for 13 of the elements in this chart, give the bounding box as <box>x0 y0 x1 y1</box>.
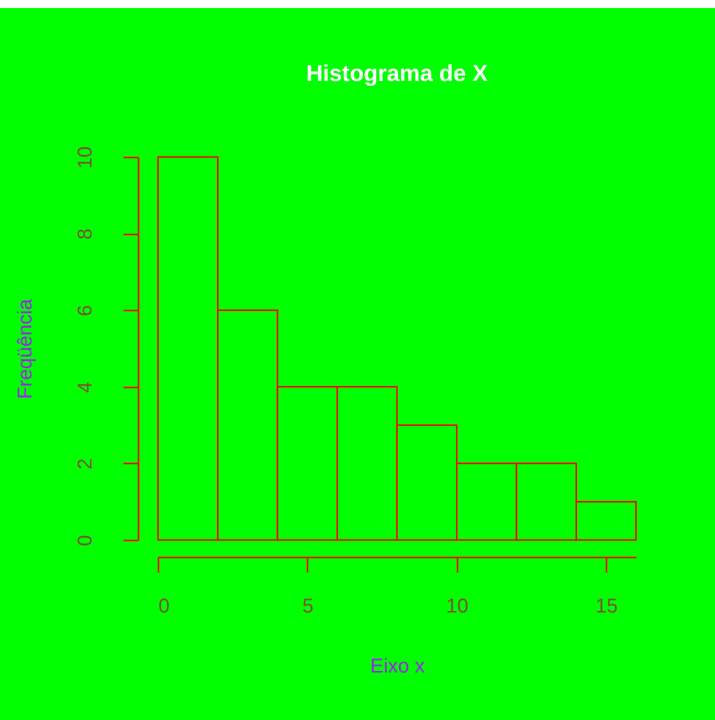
x-tick-label: 15 <box>596 596 618 618</box>
x-tick-label: 0 <box>158 596 170 618</box>
y-tick-label: 6 <box>74 305 96 316</box>
x-axis-title: Eixo x <box>370 656 425 678</box>
y-tick-label: 10 <box>74 146 96 169</box>
x-tick-label: 5 <box>302 596 314 618</box>
y-tick-label: 2 <box>74 458 96 470</box>
y-tick-label: 0 <box>74 534 96 546</box>
y-tick-label: 8 <box>74 228 96 240</box>
y-tick-label: 4 <box>74 382 96 393</box>
y-axis-title: Freqüência <box>14 298 36 400</box>
x-tick-label: 10 <box>446 596 468 618</box>
chart-title: Histograma de X <box>306 60 488 86</box>
